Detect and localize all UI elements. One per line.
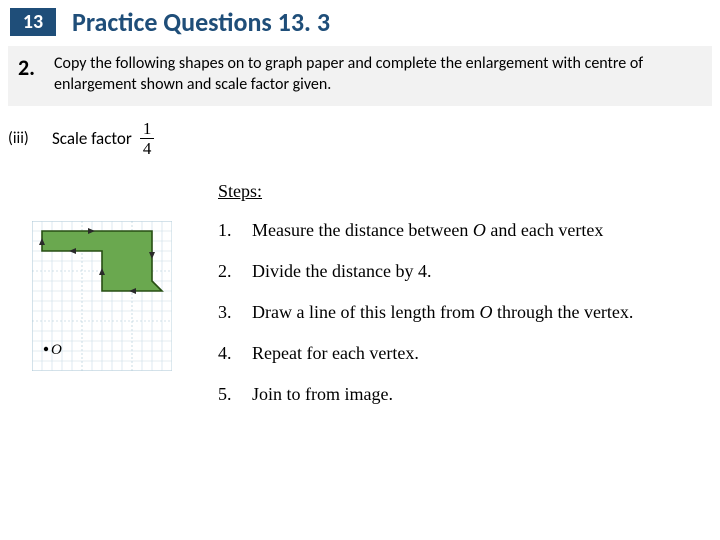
- step-item: 5.Join to from image.: [218, 384, 720, 405]
- scale-factor-label: Scale factor: [52, 128, 132, 149]
- subquestion-row: (iii) Scale factor 1 4: [8, 120, 720, 157]
- fraction-numerator: 1: [140, 120, 155, 138]
- steps-column: Steps: 1.Measure the distance between O …: [178, 181, 720, 425]
- step-text: Measure the distance between O and each …: [252, 220, 603, 241]
- step-text: Divide the distance by 4.: [252, 261, 431, 282]
- steps-heading: Steps:: [218, 181, 720, 202]
- steps-list: 1.Measure the distance between O and eac…: [218, 220, 720, 405]
- step-text: Repeat for each vertex.: [252, 343, 419, 364]
- question-text: Copy the following shapes on to graph pa…: [54, 54, 702, 96]
- step-number: 3.: [218, 302, 252, 323]
- page-title: Practice Questions 13. 3: [72, 6, 330, 38]
- content-row: O Steps: 1.Measure the distance between …: [0, 181, 720, 425]
- step-number: 4.: [218, 343, 252, 364]
- step-number: 5.: [218, 384, 252, 405]
- subquestion-label: (iii): [8, 129, 50, 148]
- graph-svg: O: [32, 221, 172, 371]
- step-item: 2.Divide the distance by 4.: [218, 261, 720, 282]
- step-text: Join to from image.: [252, 384, 393, 405]
- step-number: 2.: [218, 261, 252, 282]
- step-item: 3.Draw a line of this length from O thro…: [218, 302, 720, 323]
- step-text: Draw a line of this length from O throug…: [252, 302, 633, 323]
- question-number: 2.: [18, 54, 54, 81]
- graph-figure: O: [32, 181, 178, 425]
- step-item: 1.Measure the distance between O and eac…: [218, 220, 720, 241]
- step-number: 1.: [218, 220, 252, 241]
- step-item: 4.Repeat for each vertex.: [218, 343, 720, 364]
- header: 13 Practice Questions 13. 3: [0, 0, 720, 42]
- svg-text:O: O: [51, 342, 62, 358]
- question-block: 2. Copy the following shapes on to graph…: [8, 46, 712, 106]
- fraction-denominator: 4: [140, 138, 155, 157]
- chapter-number-badge: 13: [10, 8, 56, 36]
- scale-factor-fraction: 1 4: [140, 120, 155, 157]
